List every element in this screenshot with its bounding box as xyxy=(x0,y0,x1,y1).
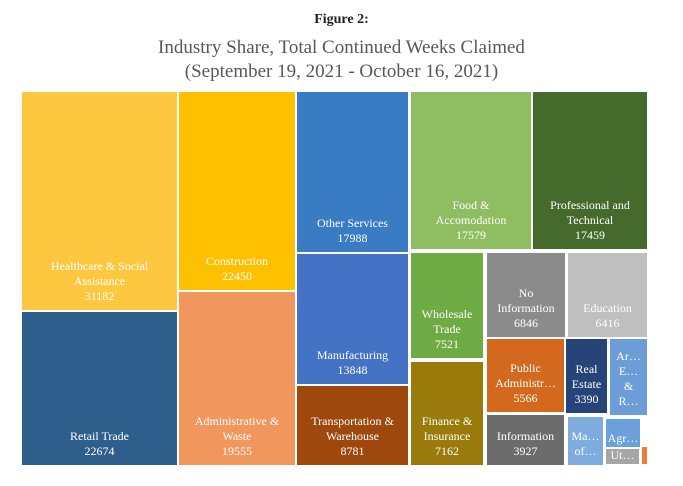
tile-label-line: R… xyxy=(618,394,639,408)
tile-label-line: 17579 xyxy=(456,228,486,242)
chart-title: Industry Share, Total Continued Weeks Cl… xyxy=(0,36,683,84)
tile-label-line: Trade xyxy=(433,322,461,336)
tile-label-line: 6416 xyxy=(595,316,620,330)
tile-label-line: 7521 xyxy=(435,337,459,351)
tile-label-line: Assistance xyxy=(73,274,126,288)
treemap-tile-other-services: Other Services 17988 xyxy=(297,92,408,252)
treemap-tile-administrative-waste: Administrative & Waste 19555 xyxy=(179,292,295,465)
treemap-tile-information: Information 3927 xyxy=(487,415,564,465)
tile-label-line: E… xyxy=(618,364,639,378)
treemap-tile-no-information: No Information 6846 xyxy=(487,253,565,337)
tile-label-line: 3390 xyxy=(574,392,599,406)
tile-label-line: Finance & xyxy=(421,414,473,428)
tile-label-line: 22674 xyxy=(84,444,115,458)
tile-label-line: 13848 xyxy=(337,363,368,377)
tile-label-line: Ma… xyxy=(571,429,600,443)
treemap-tile-construction: Construction 22450 xyxy=(179,92,295,290)
tile-label-line: 17988 xyxy=(337,231,368,245)
treemap-tile-professional-technical: Professional and Technical 17459 xyxy=(533,92,647,249)
tile-label-line: 6846 xyxy=(514,316,538,330)
tile-label-line: Food & xyxy=(452,198,490,212)
tile-label-line: Insurance xyxy=(423,429,471,443)
treemap-tile-education: Education 6416 xyxy=(568,253,647,337)
tile-label-line: Other Services xyxy=(317,216,388,230)
chart-title-line2: (September 19, 2021 - October 16, 2021) xyxy=(184,61,499,82)
tile-label-line: 31182 xyxy=(84,289,115,303)
tile-label-line: Ut… xyxy=(610,449,635,462)
tile-label-line: Transportation & xyxy=(311,414,394,428)
tile-label-line: 8781 xyxy=(340,444,365,458)
tile-label-line: Manufacturing xyxy=(316,348,389,362)
tile-label-line: of… xyxy=(574,444,597,458)
tile-label-line: 22450 xyxy=(222,269,252,283)
treemap-chart: Healthcare & Social Assistance 31182 Retail… xyxy=(22,92,647,465)
tile-label-line: Information xyxy=(496,429,555,443)
tile-label-line: 5566 xyxy=(513,391,538,405)
tile-label-line: Wholesale xyxy=(421,307,473,321)
tile-label-line: 17459 xyxy=(575,228,605,242)
tile-label-line: Technical xyxy=(566,213,614,227)
treemap-tile-agr: Agr… xyxy=(606,419,640,447)
tile-label-line: Warehouse xyxy=(325,429,379,443)
tile-label-line: No xyxy=(518,286,534,300)
treemap-tile-ar-e-r: Ar… E… & R… xyxy=(610,339,647,415)
tile-label-line: Real xyxy=(575,362,598,376)
tile-label-line: Information xyxy=(497,301,555,315)
treemap-tile-food-accomodation: Food & Accomodation 17579 xyxy=(411,92,531,249)
tile-label-line: Administr… xyxy=(495,376,556,390)
tile-label-line: Public xyxy=(510,361,541,375)
tile-label-line: Retail Trade xyxy=(70,429,129,443)
treemap-tile-transportation-warehouse: Transportation & Warehouse 8781 xyxy=(297,386,408,465)
tile-label-line: Waste xyxy=(222,429,252,443)
treemap-tile-public-administration: Public Administr… 5566 xyxy=(487,339,564,412)
treemap-tile-real-estate: Real Estate 3390 xyxy=(566,339,607,413)
treemap-tile-unlabeled-sliver xyxy=(642,447,647,464)
figure-caption: Figure 2: xyxy=(314,12,369,27)
treemap-tile-healthcare-social-assistance: Healthcare & Social Assistance 31182 xyxy=(22,92,177,310)
tile-label-line: Ar… xyxy=(616,349,641,363)
tile-label-line: Estate xyxy=(571,377,602,391)
tile-label-line: Accomodation xyxy=(435,213,507,227)
treemap-tile-manufacturing: Manufacturing 13848 xyxy=(297,254,408,384)
chart-title-line1: Industry Share, Total Continued Weeks Cl… xyxy=(158,37,525,58)
tile-label-line: Education xyxy=(583,301,632,315)
tile-label-line: & xyxy=(623,379,634,393)
treemap-tile-ut: Ut… xyxy=(606,449,639,464)
treemap-tile-wholesale-trade: Wholesale Trade 7521 xyxy=(411,253,483,358)
treemap-tile-retail-trade: Retail Trade 22674 xyxy=(22,312,177,465)
tile-label-line: 19555 xyxy=(222,444,252,458)
tile-label-line: Agr… xyxy=(607,431,639,445)
treemap-tile-finance-insurance: Finance & Insurance 7162 xyxy=(411,362,483,465)
tile-label-line: Healthcare & Social xyxy=(50,259,149,273)
tile-label-line: Professional and xyxy=(550,198,630,212)
tile-label-line: Construction xyxy=(206,254,268,268)
treemap-tile-ma-of: Ma… of… xyxy=(568,417,603,465)
tile-label-line: 3927 xyxy=(513,444,538,458)
tile-label-line: Administrative & xyxy=(194,414,280,428)
tile-label-line: 7162 xyxy=(435,444,459,458)
